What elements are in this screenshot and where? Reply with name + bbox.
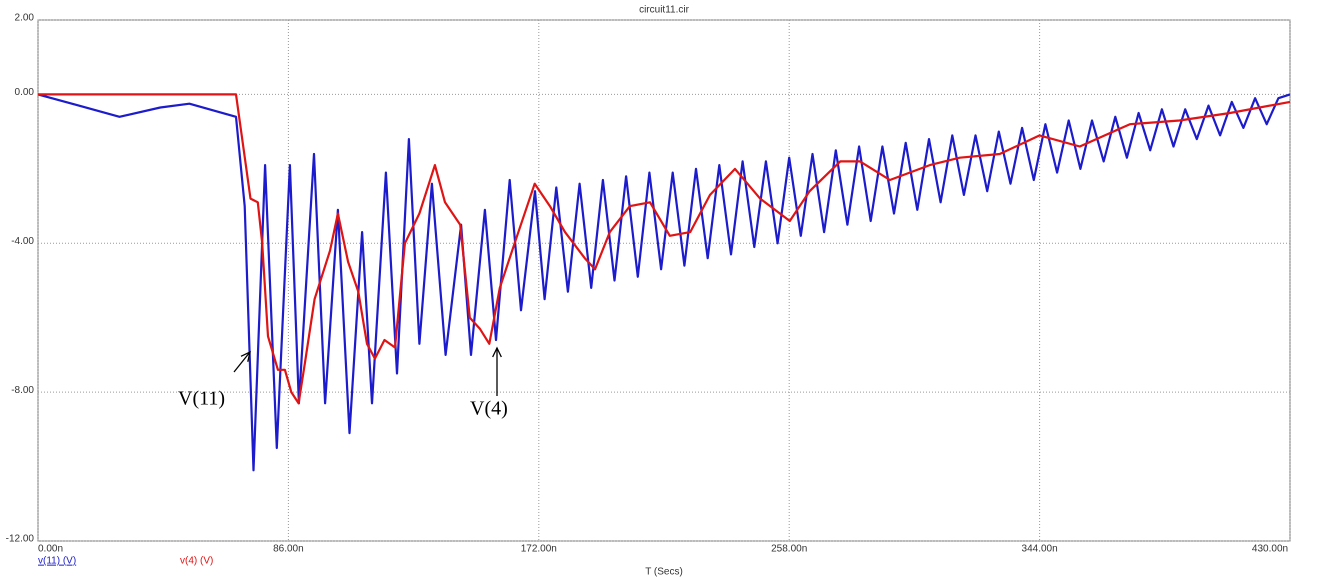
series-line — [37, 93, 1291, 472]
legend-entry: v(4) (V) — [180, 556, 213, 567]
arrow-head — [492, 346, 502, 358]
x-tick-label: 0.00n — [38, 544, 63, 555]
y-tick-label: 2.00 — [15, 13, 35, 24]
y-tick-label: -8.00 — [11, 385, 34, 396]
x-tick-label: 344.00n — [1022, 544, 1058, 555]
series-line — [38, 93, 1291, 405]
annotation: V(11) — [178, 388, 225, 410]
x-tick-label: 172.00n — [521, 544, 557, 555]
x-tick-label: 258.00n — [771, 544, 807, 555]
plot-area — [37, 19, 1291, 542]
y-tick-label: -12.00 — [6, 534, 35, 545]
y-tick-label: -4.00 — [11, 236, 34, 247]
x-tick-label: 430.00n — [1252, 544, 1288, 555]
annotation: V(4) — [470, 398, 508, 420]
chart-title: circuit11.cir — [639, 5, 689, 16]
x-axis-label: T (Secs) — [645, 567, 683, 578]
legend-entry: v(11) (V) — [38, 556, 76, 567]
arrow-head — [240, 350, 251, 362]
x-tick-label: 86.00n — [273, 544, 304, 555]
annotation-arrow — [233, 351, 251, 373]
y-tick-label: 0.00 — [15, 87, 35, 98]
